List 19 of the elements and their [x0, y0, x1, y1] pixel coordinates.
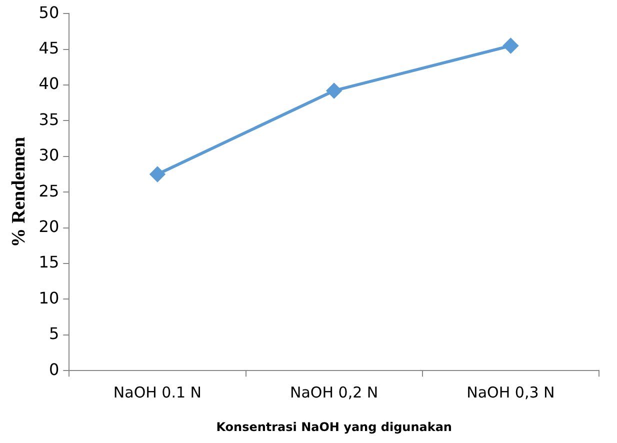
- y-tick-label: 25: [38, 181, 60, 200]
- x-tick-label: NaOH 0,2 N: [290, 383, 378, 402]
- y-tick-label: 10: [38, 288, 60, 308]
- y-tick-label: 5: [48, 324, 60, 344]
- point: [503, 38, 518, 54]
- x-tick-label: NaOH 0.1 N: [113, 383, 202, 402]
- y-axis-title: % Rendemen: [8, 136, 30, 248]
- y-tick-label: 50: [38, 2, 60, 22]
- y-tick-label: 20: [38, 216, 60, 236]
- y-tick-label: 45: [38, 38, 60, 58]
- point: [326, 83, 342, 98]
- x-tick-label: NaOH 0,3 N: [466, 383, 555, 402]
- point: [150, 166, 165, 182]
- y-tick-label: 40: [38, 74, 60, 94]
- y-tick-label: 35: [38, 110, 60, 129]
- y-tick-label: 30: [38, 146, 60, 165]
- y-tick-label: 15: [38, 252, 60, 272]
- x-axis-title: Konsentrasi NaOH yang digunakan: [216, 420, 452, 434]
- y-tick-label: 0: [48, 360, 60, 379]
